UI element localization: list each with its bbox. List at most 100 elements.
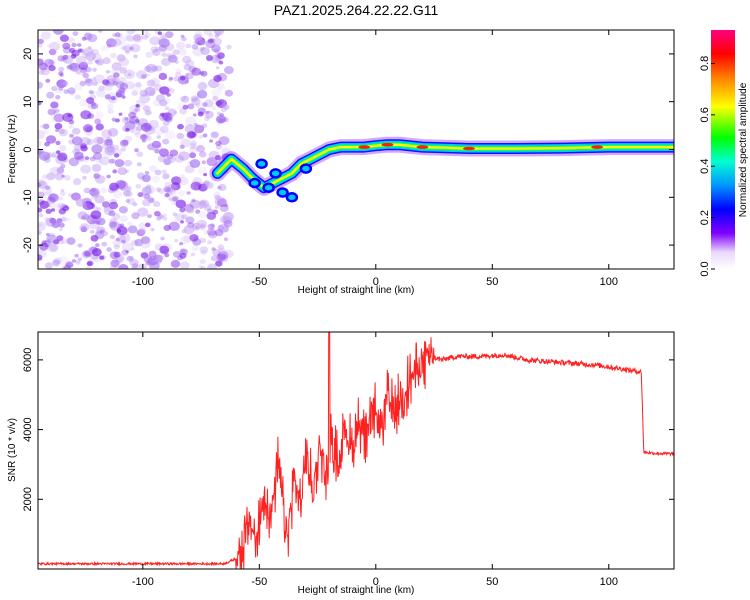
noise-blob bbox=[101, 129, 112, 139]
noise-blob bbox=[209, 223, 216, 228]
noise-blob bbox=[137, 207, 149, 217]
noise-blob bbox=[107, 146, 115, 153]
noise-blob bbox=[179, 248, 186, 253]
noise-blob bbox=[141, 134, 147, 139]
noise-blob bbox=[48, 193, 59, 203]
noise-blob bbox=[214, 33, 220, 38]
noise-blob bbox=[68, 193, 73, 197]
noise-blob bbox=[47, 243, 58, 253]
noise-blob bbox=[163, 224, 171, 231]
noise-blob bbox=[140, 101, 146, 106]
noise-blob bbox=[63, 81, 69, 87]
noise-blob bbox=[74, 82, 84, 91]
x-tick-label: -50 bbox=[251, 576, 267, 588]
signal-blob bbox=[276, 187, 289, 198]
noise-blob bbox=[110, 259, 120, 268]
noise-blob bbox=[50, 208, 56, 212]
noise-blob bbox=[224, 66, 234, 75]
noise-blob bbox=[54, 108, 60, 113]
noise-blob bbox=[59, 73, 64, 78]
noise-blob bbox=[179, 242, 184, 246]
noise-blob bbox=[148, 250, 157, 257]
noise-blob bbox=[53, 113, 65, 123]
noise-blob bbox=[143, 193, 151, 200]
noise-blob bbox=[38, 182, 42, 188]
noise-blob bbox=[59, 145, 67, 151]
noise-blob bbox=[75, 156, 81, 161]
snr-line bbox=[38, 332, 674, 569]
noise-blob bbox=[177, 249, 186, 256]
noise-blob bbox=[79, 80, 87, 87]
noise-blob bbox=[201, 123, 208, 128]
spectrogram-xlabel: Height of straight line (km) bbox=[298, 285, 415, 296]
y-tick-label: 0 bbox=[22, 146, 34, 152]
noise-blob bbox=[183, 225, 195, 235]
noise-blob bbox=[163, 186, 171, 193]
noise-blob bbox=[188, 146, 198, 154]
signal-peak bbox=[463, 146, 475, 151]
noise-blob bbox=[38, 223, 43, 228]
noise-blob bbox=[104, 146, 116, 156]
noise-blob bbox=[38, 62, 49, 72]
noise-blob bbox=[211, 131, 219, 138]
noise-blob bbox=[220, 136, 230, 145]
noise-blob bbox=[72, 31, 79, 36]
signal-band bbox=[216, 143, 674, 189]
noise-blob bbox=[122, 242, 134, 252]
noise-blob bbox=[215, 100, 222, 107]
noise-blob bbox=[185, 43, 192, 49]
noise-blob bbox=[102, 148, 114, 159]
noise-blob bbox=[94, 118, 102, 125]
noise-blob bbox=[38, 151, 51, 161]
noise-blob bbox=[101, 230, 108, 237]
noise-blob bbox=[200, 47, 210, 55]
noise-blob bbox=[90, 230, 95, 234]
noise-blob bbox=[207, 223, 215, 230]
noise-blob bbox=[164, 253, 170, 258]
colorbar-tick-label: 0.4 bbox=[699, 159, 711, 174]
noise-blob bbox=[52, 110, 58, 115]
noise-blob bbox=[169, 189, 177, 196]
noise-blob bbox=[179, 207, 186, 213]
noise-blob bbox=[175, 68, 182, 74]
noise-blob bbox=[141, 139, 146, 143]
noise-blob bbox=[158, 38, 170, 48]
noise-blob bbox=[142, 34, 149, 40]
noise-blob bbox=[39, 242, 49, 251]
noise-blob bbox=[191, 67, 202, 76]
noise-blob bbox=[214, 229, 224, 237]
noise-blob bbox=[84, 156, 90, 161]
noise-blob bbox=[112, 190, 123, 199]
noise-blob bbox=[102, 82, 114, 92]
noise-blob bbox=[209, 139, 214, 143]
noise-blob bbox=[113, 244, 120, 250]
noise-blob bbox=[219, 204, 229, 212]
noise-blob bbox=[193, 145, 199, 151]
noise-blob bbox=[128, 111, 137, 119]
noise-blob bbox=[55, 140, 61, 146]
snr-xlabel: Height of straight line (km) bbox=[298, 585, 415, 596]
noise-blob bbox=[199, 71, 205, 76]
noise-blob bbox=[157, 31, 162, 35]
noise-blob bbox=[211, 105, 217, 111]
noise-blob bbox=[74, 253, 79, 258]
snr-ylabel: SNR (10 * v/v) bbox=[7, 418, 18, 482]
noise-blob bbox=[197, 82, 208, 91]
x-tick-label: 0 bbox=[373, 276, 379, 288]
noise-blob bbox=[206, 228, 216, 236]
noise-blob bbox=[51, 221, 60, 229]
noise-blob bbox=[152, 48, 161, 57]
noise-blob bbox=[107, 127, 119, 137]
noise-blob bbox=[92, 67, 97, 72]
noise-blob bbox=[60, 188, 65, 193]
noise-blob bbox=[165, 187, 173, 194]
noise-blob bbox=[68, 157, 80, 167]
noise-blob bbox=[200, 250, 207, 256]
noise-blob bbox=[146, 184, 152, 189]
noise-blob bbox=[154, 65, 163, 72]
signal-peak bbox=[416, 145, 429, 149]
noise-blob bbox=[199, 259, 206, 265]
noise-blob bbox=[99, 255, 105, 260]
noise-blob bbox=[134, 107, 141, 112]
